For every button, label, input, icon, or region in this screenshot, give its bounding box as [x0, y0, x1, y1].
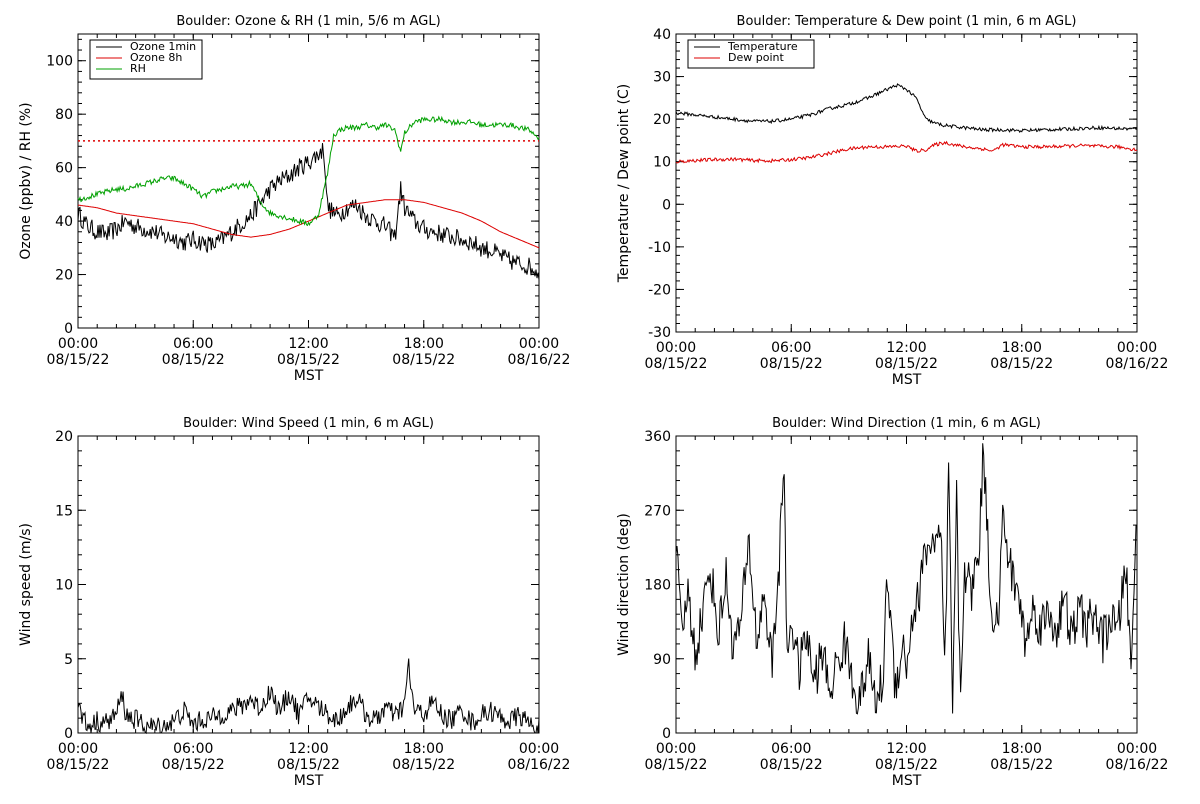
chart3-y-tick-label: 5	[64, 652, 73, 668]
chart2-y-tick-label: -20	[648, 282, 671, 298]
chart4-x-tick-date: 08/16/22	[1106, 757, 1169, 773]
chart3-x-axis-label: MST	[294, 773, 324, 789]
chart4-title: Boulder: Wind Direction (1 min, 6 m AGL)	[772, 416, 1041, 431]
chart4-x-tick-time: 12:00	[886, 741, 926, 757]
chart4-y-axis-label: Wind direction (deg)	[616, 513, 632, 656]
chart2-x-axis-label: MST	[892, 372, 922, 388]
chart1-title: Boulder: Ozone & RH (1 min, 5/6 m AGL)	[176, 14, 440, 29]
chart2-x-tick-date: 08/15/22	[990, 356, 1053, 372]
chart1-legend-label: Ozone 1min	[130, 40, 196, 53]
chart2-y-tick-label: -30	[648, 325, 671, 341]
chart2-x-tick-date: 08/16/22	[1106, 356, 1169, 372]
chart2-y-tick-label: 30	[653, 70, 671, 86]
chart4-y-tick-label: 0	[662, 726, 671, 742]
chart2-x-tick-date: 08/15/22	[645, 356, 708, 372]
chart3-x-tick-time: 06:00	[173, 741, 213, 757]
chart1-y-tick-label: 0	[64, 321, 73, 337]
chart2-x-tick-time: 18:00	[1002, 340, 1042, 356]
chart1-x-tick-time: 06:00	[173, 336, 213, 352]
chart4-x-tick-time: 18:00	[1002, 741, 1042, 757]
chart1-x-tick-date: 08/15/22	[392, 352, 455, 368]
chart2-y-tick-label: 10	[653, 155, 671, 171]
chart2-series-line-temperature	[675, 83, 1138, 133]
chart1-x-tick-date: 08/15/22	[162, 352, 225, 368]
chart4-x-tick-date: 08/15/22	[990, 757, 1053, 773]
chart2-x-tick-time: 00:00	[656, 340, 696, 356]
chart1-x-tick-date: 08/15/22	[47, 352, 110, 368]
chart2-legend-label: Dew point	[728, 51, 784, 64]
chart4-y-tick-label: 360	[644, 429, 671, 445]
chart4-x-tick-date: 08/15/22	[645, 757, 708, 773]
chart4-series-line-1	[675, 443, 1138, 715]
chart1-series-line-rh	[77, 115, 540, 227]
chart4-x-tick-time: 00:00	[656, 741, 696, 757]
chart3-x-tick-time: 18:00	[404, 741, 444, 757]
chart4-x-tick-date: 08/15/22	[760, 757, 823, 773]
chart3-x-tick-date: 08/15/22	[47, 757, 110, 773]
chart2-y-axis-label: Temperature / Dew point (C)	[616, 84, 632, 283]
chart4-y-tick-label: 180	[644, 578, 671, 594]
chart3-x-tick-date: 08/16/22	[508, 757, 571, 773]
chart1-x-tick-time: 00:00	[519, 336, 559, 352]
chart2-x-tick-time: 06:00	[771, 340, 811, 356]
chart1-series-line-ozone-8h	[77, 199, 540, 249]
chart1-y-axis-label: Ozone (ppbv) / RH (%)	[18, 102, 34, 259]
chart1-legend-label: Ozone 8h	[130, 51, 182, 64]
chart4-y-tick-label: 270	[644, 503, 671, 519]
chart3-y-tick-label: 15	[55, 503, 73, 519]
chart3-x-tick-time: 00:00	[519, 741, 559, 757]
chart3-series-line-1	[77, 658, 540, 735]
chart1-x-tick-time: 18:00	[404, 336, 444, 352]
chart2-legend-box	[687, 39, 815, 69]
chart3-title: Boulder: Wind Speed (1 min, 6 m AGL)	[183, 416, 434, 431]
chart3-x-tick-date: 08/15/22	[277, 757, 340, 773]
chart1-y-tick-label: 100	[46, 54, 73, 70]
chart4-y-tick-label: 90	[653, 652, 671, 668]
chart2-x-tick-date: 08/15/22	[760, 356, 823, 372]
chart1-y-tick-label: 40	[55, 214, 73, 230]
chart1-series-line-ozone-1min	[77, 143, 540, 280]
chart2-y-tick-label: -10	[648, 240, 671, 256]
chart2-y-tick-label: 40	[653, 27, 671, 43]
chart1-x-tick-time: 12:00	[288, 336, 328, 352]
chart1-legend-label: RH	[130, 62, 146, 75]
chart3-y-tick-label: 20	[55, 429, 73, 445]
chart4-x-tick-time: 00:00	[1117, 741, 1157, 757]
chart1-y-tick-label: 60	[55, 161, 73, 177]
chart2-x-tick-time: 00:00	[1117, 340, 1157, 356]
chart1-y-tick-label: 80	[55, 107, 73, 123]
chart4-x-tick-time: 06:00	[771, 741, 811, 757]
chart4-x-axis-label: MST	[892, 773, 922, 789]
chart3-y-axis-label: Wind speed (m/s)	[18, 523, 34, 646]
chart1-x-tick-time: 00:00	[58, 336, 98, 352]
chart2-y-tick-label: 0	[662, 197, 671, 213]
chart1-x-axis-label: MST	[294, 368, 324, 384]
chart3-y-tick-label: 0	[64, 726, 73, 742]
chart2-x-tick-time: 12:00	[886, 340, 926, 356]
chart2-plot-frame	[675, 33, 1138, 333]
chart4-x-tick-date: 08/15/22	[875, 757, 938, 773]
chart3-x-tick-time: 00:00	[58, 741, 98, 757]
chart3-x-tick-date: 08/15/22	[392, 757, 455, 773]
chart2-legend-label: Temperature	[727, 40, 798, 53]
chart2-title: Boulder: Temperature & Dew point (1 min,…	[737, 14, 1077, 29]
chart3-x-tick-time: 12:00	[288, 741, 328, 757]
chart1-y-tick-label: 20	[55, 268, 73, 284]
chart1-x-tick-date: 08/15/22	[277, 352, 340, 368]
chart2-y-tick-label: 20	[653, 112, 671, 128]
chart3-plot-frame	[77, 435, 540, 734]
chart3-x-tick-date: 08/15/22	[162, 757, 225, 773]
chart3-y-tick-label: 10	[55, 578, 73, 594]
chart1-x-tick-date: 08/16/22	[508, 352, 571, 368]
chart2-x-tick-date: 08/15/22	[875, 356, 938, 372]
chart2-series-line-dew-point	[675, 140, 1138, 164]
